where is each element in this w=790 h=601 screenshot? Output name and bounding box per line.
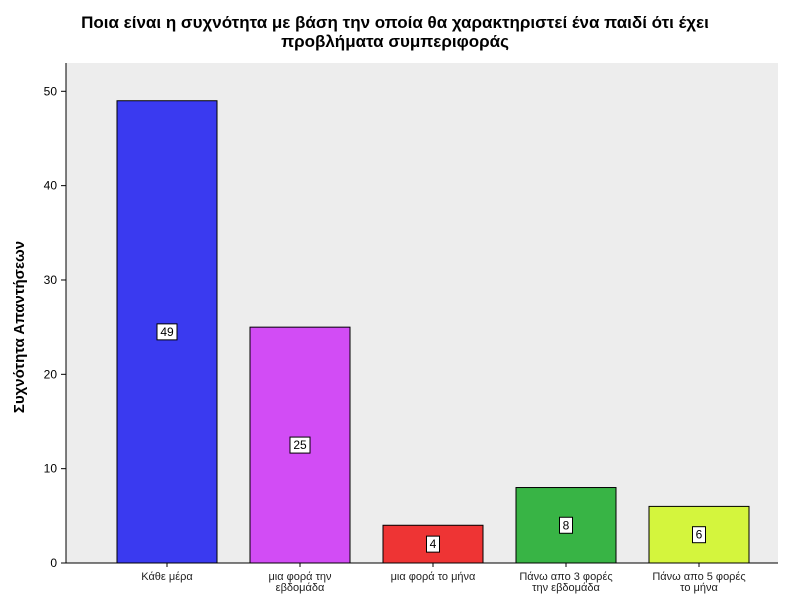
y-axis-ticks: 0 10 20 30 40 50: [44, 84, 66, 570]
data-label: 49: [160, 325, 174, 339]
data-labels: 49 25 4 8 6: [156, 323, 706, 553]
data-label-box: [426, 535, 440, 553]
category-label: εβδομάδα: [276, 582, 325, 594]
y-tick-label: 10: [44, 462, 58, 476]
category-label: μια φορά την: [268, 571, 332, 583]
category-label: την εβδομάδα: [532, 582, 600, 594]
category-label: Κάθε μέρα: [141, 571, 193, 583]
y-tick-label: 30: [44, 273, 58, 287]
data-label: 8: [563, 518, 570, 532]
category-label: Πάνω απο 3 φορές: [519, 571, 612, 583]
data-label-box: [289, 436, 311, 454]
category-label: Πάνω απο 5 φορές: [652, 571, 745, 583]
data-label: 6: [696, 528, 703, 542]
data-label: 25: [293, 438, 307, 452]
y-tick-label: 0: [50, 556, 57, 570]
y-tick-label: 50: [44, 84, 58, 98]
data-label: 4: [430, 537, 437, 551]
category-label: μια φορά το μήνα: [391, 571, 476, 583]
data-label-box: [692, 526, 706, 544]
y-tick-label: 20: [44, 367, 58, 381]
chart-title-line-2: προβλήματα συμπεριφοράς: [281, 32, 509, 51]
chart-title-line-1: Ποια είναι η συχνότητα με βάση την οποία…: [81, 13, 709, 32]
y-axis-label: Συχνότητα Απαντήσεων: [11, 241, 28, 413]
data-label-box: [156, 323, 178, 341]
y-tick-label: 40: [44, 179, 58, 193]
category-label: το μήνα: [680, 582, 718, 594]
data-label-box: [559, 516, 573, 534]
